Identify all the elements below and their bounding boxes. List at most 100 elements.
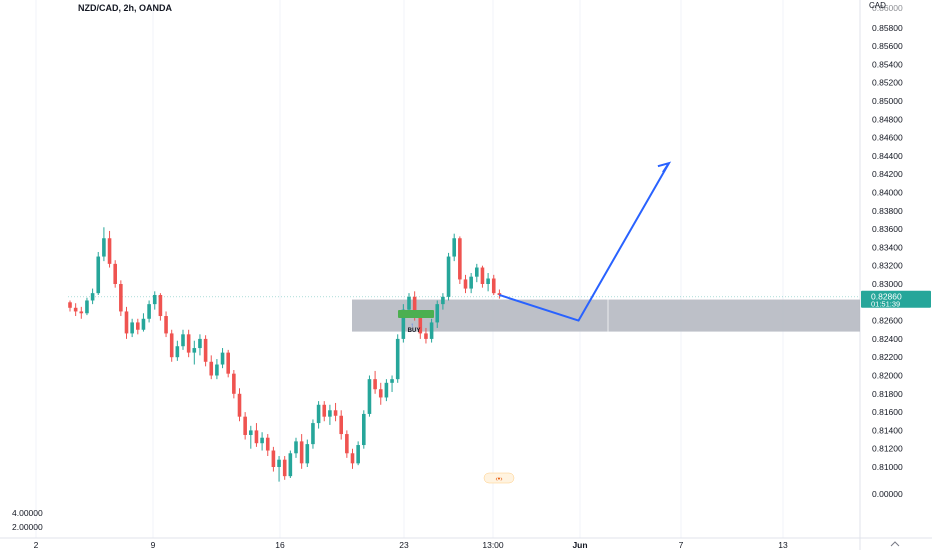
countdown-label: 01:51:39	[871, 299, 900, 308]
candle-body	[407, 296, 411, 310]
buy-label-bg	[398, 310, 434, 318]
price-tick-label: 0.82200	[872, 352, 903, 362]
candle-body	[373, 379, 377, 390]
price-tick-label: 0.83800	[872, 206, 903, 216]
candle-body	[102, 238, 106, 257]
expand-arrows-glyph: ‹•›	[495, 476, 503, 483]
current-price-tag	[861, 290, 931, 308]
candle-body	[119, 284, 123, 312]
projection-arrowhead	[657, 161, 672, 173]
price-tick-label: 0.84400	[872, 151, 903, 161]
price-tick-label: 0.86000	[872, 3, 903, 13]
time-tick-label: 2	[34, 540, 39, 550]
price-tick-label: 0.81600	[872, 407, 903, 417]
candle-body	[401, 309, 406, 339]
candle-body	[412, 296, 417, 317]
candle-body	[85, 300, 89, 314]
candle-body	[390, 379, 394, 383]
candle-body	[294, 441, 298, 454]
candle-body	[418, 316, 423, 334]
candle-body	[203, 338, 208, 362]
candle-body	[328, 410, 332, 417]
candle-body	[435, 304, 440, 323]
candle-body	[486, 278, 490, 284]
candle-body	[288, 453, 293, 477]
price-tick-label: 0.83400	[872, 242, 903, 252]
candle-body	[469, 276, 473, 289]
candle-body	[345, 434, 349, 454]
candle-body	[277, 459, 281, 467]
candle-body	[215, 364, 219, 376]
price-tick-label: 0.85000	[872, 96, 903, 106]
price-tick-label: 0.83600	[872, 224, 903, 234]
candle-body	[136, 322, 140, 330]
price-tick-label: 0.84000	[872, 188, 903, 198]
buy-arrow-icon: ↑	[411, 323, 414, 329]
projection-path[interactable]	[499, 162, 670, 322]
expand-arrows-icon[interactable]	[483, 472, 515, 484]
candle-body	[96, 256, 101, 294]
candle-body	[186, 334, 191, 353]
candle-body	[175, 346, 180, 358]
candle-body	[311, 423, 315, 445]
price-tick-label: 0.81200	[872, 444, 903, 454]
price-tick-label: 0.84800	[872, 114, 903, 124]
price-axis-currency: CAD	[869, 1, 886, 10]
candle-body	[164, 316, 168, 334]
candle-body	[254, 430, 259, 444]
candle-body	[333, 410, 338, 416]
candle-body	[362, 413, 366, 446]
price-tick-label: 0.83200	[872, 261, 903, 271]
candle-body	[378, 389, 383, 398]
candle-body	[90, 293, 95, 301]
candle-body	[395, 338, 400, 380]
candle-body	[282, 459, 287, 477]
candle-body	[356, 445, 360, 464]
candle-body	[299, 441, 304, 464]
candle-body	[339, 415, 343, 435]
price-tick-label: 0.83000	[872, 279, 903, 289]
candle-body	[181, 334, 185, 347]
candle-body	[316, 404, 321, 424]
candle-body	[491, 278, 496, 294]
candle-body	[322, 404, 327, 417]
current-price-label: 0.82860	[871, 291, 902, 301]
price-tick-label: 0.82000	[872, 371, 903, 381]
price-tick-label: 0.00000	[872, 489, 903, 499]
candle-body	[463, 279, 468, 289]
price-tick-label: 0.85400	[872, 59, 903, 69]
candle-body	[130, 322, 134, 334]
time-tick-label: 9	[151, 540, 156, 550]
candle-body	[271, 450, 276, 467]
candle-body	[79, 311, 84, 314]
price-tick-label: 0.85200	[872, 78, 903, 88]
candle-body	[367, 379, 372, 414]
time-tick-label: 13:00	[482, 540, 504, 550]
time-tick-label: 16	[275, 540, 285, 550]
buy-label: BUY	[408, 328, 421, 334]
price-tick-label: 0.85800	[872, 23, 903, 33]
candle-body	[209, 361, 214, 376]
candle-body	[107, 238, 112, 264]
price-tick-label: 0.81000	[872, 462, 903, 472]
time-tick-label: Jun	[572, 540, 587, 550]
candle-body	[243, 416, 247, 435]
chevron-up-icon[interactable]	[890, 541, 900, 547]
candle-body	[265, 437, 270, 451]
candle-body	[68, 302, 72, 308]
price-tick-label: 0.82400	[872, 334, 903, 344]
candle-body	[480, 267, 485, 284]
candle-body	[384, 382, 389, 398]
symbol-title: NZD/CAD, 2h, OANDA	[78, 3, 172, 13]
candle-body	[452, 238, 456, 257]
price-tick-label: 0.84200	[872, 169, 903, 179]
candle-body	[232, 373, 236, 394]
price-tick-label: 0.81400	[872, 425, 903, 435]
candle-body	[475, 267, 479, 277]
candle-body	[260, 437, 264, 444]
candle-body	[198, 338, 202, 349]
candle-body	[305, 444, 310, 464]
candle-body	[192, 348, 197, 353]
